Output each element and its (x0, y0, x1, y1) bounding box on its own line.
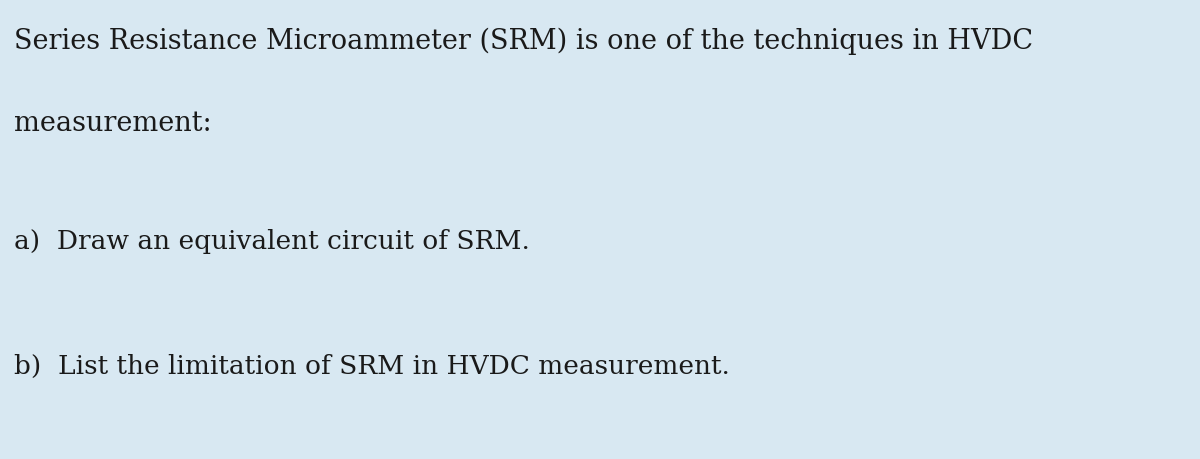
Text: b)  List the limitation of SRM in HVDC measurement.: b) List the limitation of SRM in HVDC me… (14, 353, 731, 378)
Text: Series Resistance Microammeter (SRM) is one of the techniques in HVDC: Series Resistance Microammeter (SRM) is … (14, 28, 1033, 55)
Text: a)  Draw an equivalent circuit of SRM.: a) Draw an equivalent circuit of SRM. (14, 230, 530, 254)
Text: measurement:: measurement: (14, 110, 212, 137)
